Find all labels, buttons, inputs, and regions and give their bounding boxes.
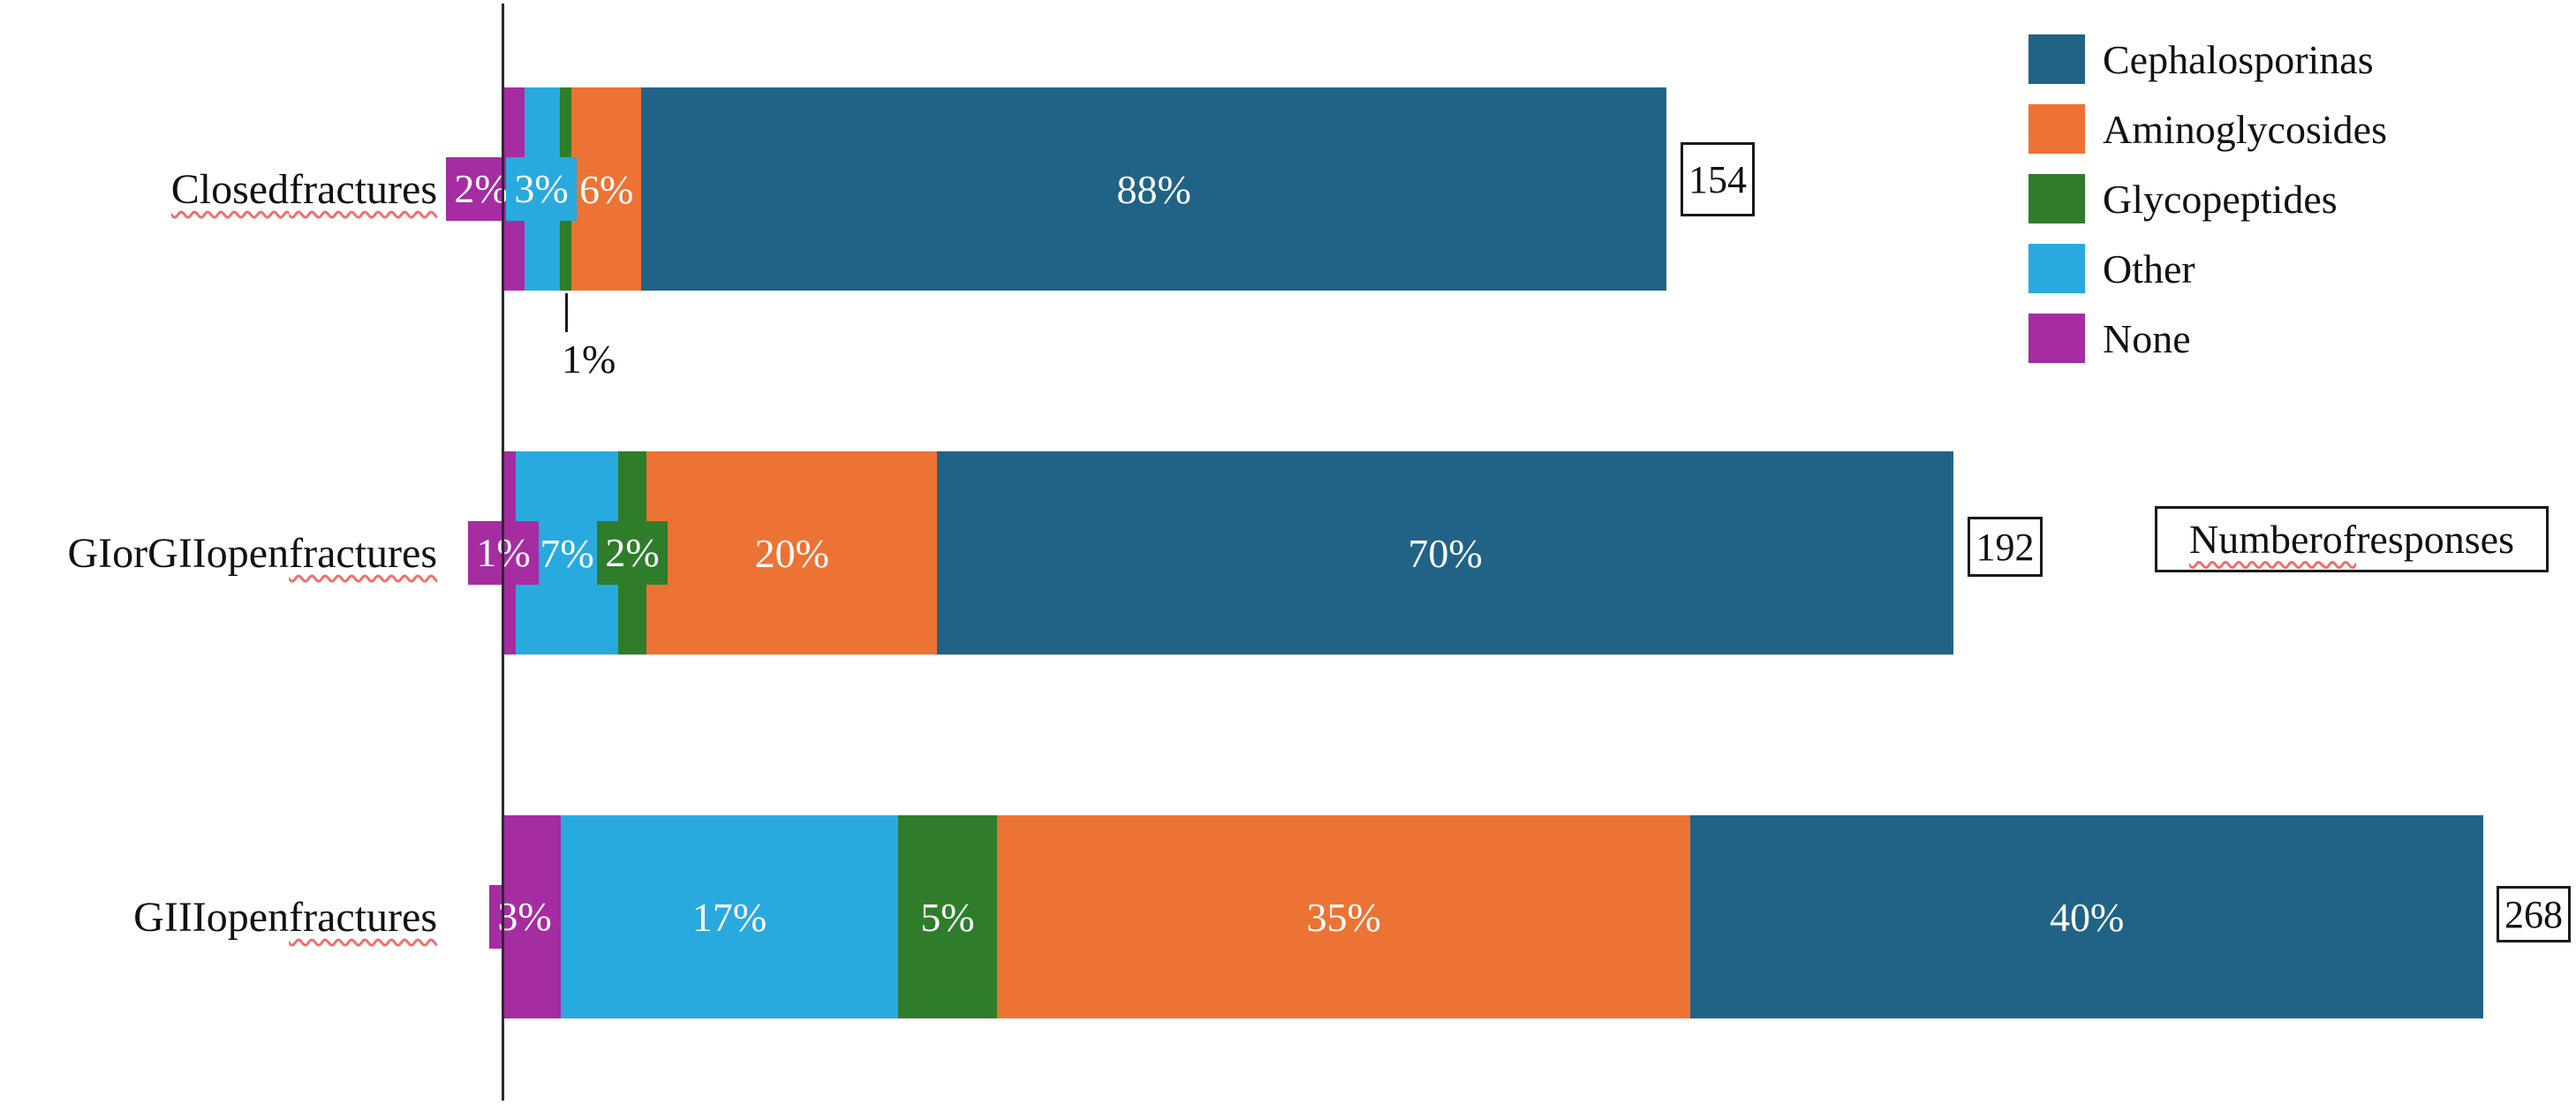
- annotation-label: 1%: [562, 337, 616, 382]
- bar-segment-cephalosporinas: 88%: [641, 87, 1666, 291]
- bar-row: 3% 17% 5% 35% 40%: [489, 815, 2483, 1018]
- legend-swatch-other: [2028, 244, 2085, 293]
- bar-segment-aminoglycosides: 6%: [571, 87, 642, 291]
- segment-value-label-boxed: 2%: [597, 521, 668, 585]
- label-word-misspelled: fractures: [289, 893, 437, 941]
- segment-value-label-boxed: 2%: [446, 157, 517, 221]
- legend-swatch-glycopeptides: [2028, 174, 2085, 223]
- responses-count-box: 154: [1681, 142, 1755, 216]
- legend-swatch-aminoglycosides: [2028, 104, 2085, 154]
- label-word: or: [112, 529, 148, 577]
- bar-segment-glycopeptides: 5%: [897, 815, 997, 1018]
- category-label: GI or GII open fractures: [0, 451, 437, 655]
- segment-value-label: 17%: [691, 894, 767, 940]
- label-word: GI: [67, 529, 113, 577]
- legend-item-label: Cephalosporinas: [2103, 36, 2374, 82]
- legend-item-label: Other: [2103, 246, 2195, 291]
- segment-value-label-boxed: 3%: [506, 157, 577, 221]
- segment-value-label: 7%: [540, 530, 594, 576]
- responses-count-box: 192: [1968, 517, 2043, 577]
- label-word: open: [206, 529, 290, 577]
- category-label: Closed fractures: [0, 87, 437, 291]
- segment-value-label: 6%: [579, 166, 634, 212]
- legend-item: Glycopeptides: [2028, 174, 2338, 223]
- bar-row: 2% 3% 6% 88%: [446, 87, 1666, 291]
- responses-count-box: 268: [2497, 886, 2571, 942]
- segment-value-label: 40%: [2049, 894, 2125, 940]
- label-word-misspelled: Closed: [170, 165, 290, 213]
- label-word: GII: [147, 529, 207, 577]
- label-word: open: [206, 893, 290, 941]
- legend-item-label: None: [2103, 315, 2191, 361]
- label-word: GIII: [133, 893, 207, 941]
- vertical-axis-line: [502, 4, 504, 1101]
- number-of-responses-box: Number of responses: [2155, 506, 2549, 572]
- legend-item-label: Glycopeptides: [2103, 176, 2338, 222]
- bar-segment-aminoglycosides: 20%: [646, 451, 938, 655]
- bar-segment-aminoglycosides: 35%: [996, 815, 1691, 1018]
- legend-swatch-none: [2028, 314, 2085, 363]
- segment-value-label: 35%: [1306, 894, 1381, 940]
- label-word: responses: [2356, 517, 2514, 562]
- legend-swatch-cephalosporinas: [2028, 34, 2085, 84]
- label-word-misspelled: Number: [2189, 517, 2323, 562]
- bar-segment-cephalosporinas: 70%: [937, 451, 1953, 655]
- bar-row: 1% 7% 2% 20% 70%: [468, 451, 1953, 655]
- legend-item: Cephalosporinas: [2028, 34, 2374, 84]
- legend-item: Other: [2028, 244, 2195, 293]
- segment-value-label-boxed: 3%: [489, 885, 560, 949]
- legend-item: None: [2028, 314, 2191, 363]
- legend-item: Aminoglycosides: [2028, 104, 2387, 154]
- label-word-misspelled: of: [2322, 517, 2357, 562]
- segment-value-label: 5%: [920, 894, 975, 940]
- legend-item-label: Aminoglycosides: [2103, 106, 2387, 152]
- label-word-misspelled: fractures: [289, 529, 437, 577]
- segment-value-label: 88%: [1116, 166, 1191, 212]
- category-label: GIII open fractures: [0, 815, 437, 1018]
- bar-segment-cephalosporinas: 40%: [1690, 815, 2483, 1018]
- label-word-misspelled: fractures: [289, 165, 437, 213]
- bar-segment-other: 17%: [561, 815, 898, 1018]
- segment-value-label: 70%: [1408, 530, 1483, 576]
- annotation-leader-line: [565, 293, 568, 332]
- segment-value-label: 20%: [754, 530, 829, 576]
